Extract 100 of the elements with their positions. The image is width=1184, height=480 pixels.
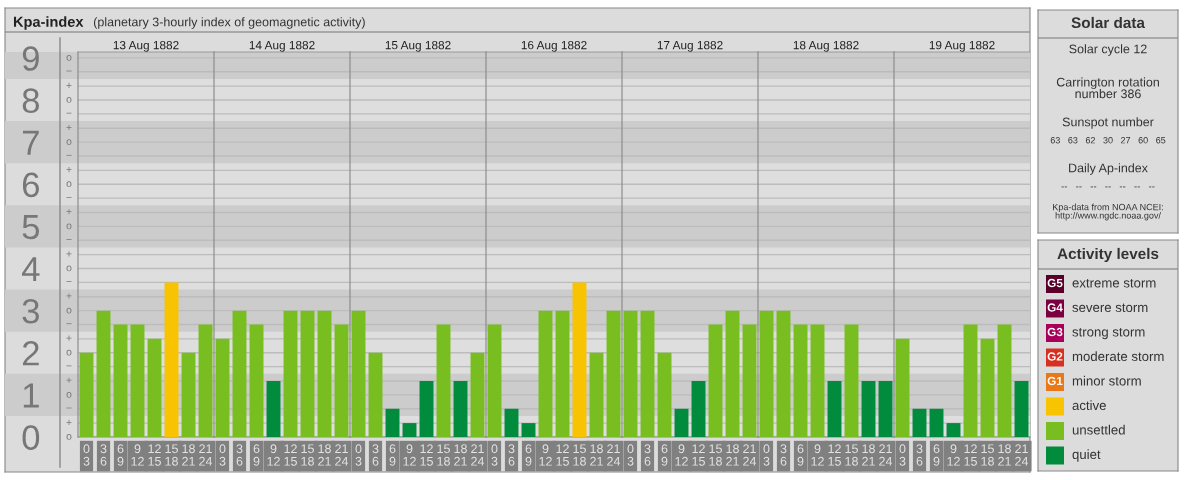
text: − (66, 365, 72, 367)
bar (385, 408, 400, 437)
x-tick-label: 0 3 (899, 444, 906, 466)
y-tick-label: 9 (22, 46, 39, 71)
category-label: severe storm (1072, 303, 1148, 313)
text: Activity levels (1057, 247, 1159, 263)
x-tick-label: 18 21 (998, 444, 1011, 466)
bar (725, 310, 740, 437)
y-tick-label: 5 (22, 215, 40, 240)
x-tick-label: 12 15 (828, 444, 841, 466)
bar (555, 310, 570, 437)
bar (266, 380, 281, 437)
y-tick-label: 3 (22, 298, 39, 324)
x-tick-label: 9 12 (131, 444, 144, 466)
text: − (66, 407, 72, 409)
chart-title: 17 Aug 1882 (657, 40, 723, 52)
bar (436, 324, 451, 437)
text: Sunspot number (1062, 117, 1154, 129)
bar (504, 408, 519, 437)
text: o (66, 391, 72, 398)
bar (113, 324, 128, 437)
x-tick-label: 0 3 (491, 444, 498, 466)
text: G4 (1047, 303, 1063, 312)
bar (453, 380, 468, 437)
x-tick-label: 3 6 (916, 444, 923, 466)
text: − (66, 239, 72, 240)
bar (317, 310, 332, 437)
x-tick-label: 6 9 (525, 444, 532, 466)
text: + (66, 124, 72, 131)
bar (589, 352, 604, 437)
x-tick-label: 0 3 (83, 444, 90, 466)
text: o (66, 97, 72, 103)
text: o (66, 307, 72, 314)
bar (912, 408, 927, 437)
x-tick-label: 21 24 (607, 444, 621, 466)
text: + (66, 293, 72, 299)
text: o (66, 223, 72, 230)
x-tick-label: 6 9 (117, 444, 124, 466)
x-tick-label: 15 18 (573, 444, 586, 466)
text: G5 (1047, 278, 1063, 288)
text: − (66, 112, 72, 114)
y-tick-label: 0 (22, 425, 40, 450)
x-tick-label: 18 21 (726, 444, 739, 466)
category-label: active (1072, 400, 1106, 411)
text: + (66, 419, 72, 425)
x-tick-label: 9 12 (811, 444, 824, 466)
text: + (66, 167, 72, 173)
x-tick-label: 18 21 (862, 444, 875, 466)
x-tick-label: 21 24 (879, 444, 893, 466)
bar (946, 423, 961, 437)
text: − (66, 70, 72, 72)
text: o (66, 434, 72, 440)
text: Kpa-index (13, 16, 84, 30)
category-label: strong storm (1072, 327, 1145, 340)
bar (402, 423, 417, 437)
bar (181, 352, 196, 437)
x-tick-label: 3 6 (644, 444, 651, 466)
bar (300, 310, 315, 437)
chart-title: 19 Aug 1882 (929, 40, 995, 52)
bar (419, 380, 434, 437)
x-tick-label: 12 15 (964, 444, 977, 466)
x-tick-label: 18 21 (182, 444, 195, 466)
text: -- -- -- -- -- -- -- (1061, 186, 1155, 188)
bar (929, 408, 944, 437)
text: G3 (1047, 327, 1063, 337)
bar (708, 324, 723, 437)
bar (980, 338, 995, 437)
x-tick-label: 0 3 (355, 444, 362, 466)
x-tick-label: 9 12 (675, 444, 688, 466)
bar (521, 423, 536, 437)
bar (963, 324, 978, 437)
bar (1014, 380, 1029, 437)
bar (79, 352, 94, 437)
y-tick-label: 7 (22, 130, 39, 155)
chart-title: 18 Aug 1882 (793, 40, 859, 52)
text: o (66, 54, 72, 61)
x-tick-label: 6 9 (389, 444, 396, 466)
x-tick-label: 12 15 (148, 444, 161, 466)
text: + (66, 251, 72, 257)
y-tick-label: 1 (23, 383, 39, 408)
x-tick-label: 21 24 (743, 444, 757, 466)
y-tick-label: 8 (22, 88, 39, 113)
x-tick-label: 12 15 (692, 444, 705, 466)
x-tick-label: 3 6 (236, 444, 243, 466)
bar (657, 352, 672, 437)
x-tick-label: 18 21 (454, 444, 467, 466)
x-tick-label: 15 18 (437, 444, 450, 466)
bar (147, 338, 162, 437)
bar (249, 324, 264, 437)
text: + (66, 335, 72, 341)
x-tick-label: 9 12 (403, 444, 416, 466)
category-label: quiet (1072, 449, 1101, 462)
bar (130, 324, 145, 437)
x-tick-label: 15 18 (709, 444, 722, 466)
text: (planetary 3-hourly index of geomagnetic activity) (93, 17, 365, 29)
y-tick-label: 4 (21, 257, 40, 282)
x-tick-label: 3 6 (372, 444, 379, 466)
text: o (66, 349, 72, 356)
x-tick-label: 0 3 (627, 444, 634, 466)
text: Daily Ap-index (1069, 163, 1148, 175)
